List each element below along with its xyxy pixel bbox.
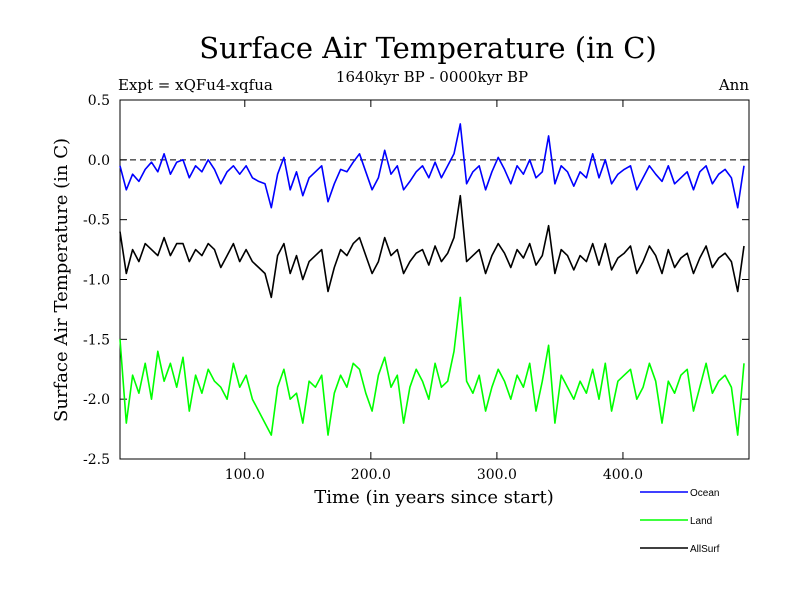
x-tick-label: 300.0 [477, 467, 517, 483]
y-tick-label: -2.0 [83, 392, 110, 408]
chart-title: Surface Air Temperature (in C) [199, 31, 657, 65]
series-line-land [119, 296, 745, 436]
legend-label-land: Land [690, 516, 712, 527]
x-tick-label: 200.0 [351, 467, 391, 483]
series-line-allsurf [119, 194, 745, 299]
y-tick-label: -2.5 [83, 452, 110, 468]
series-lines [119, 123, 745, 436]
experiment-label: Expt = xQFu4-xqfua [118, 76, 273, 94]
y-axis-label: Surface Air Temperature (in C) [51, 138, 72, 422]
x-tick-label: 100.0 [225, 467, 265, 483]
y-tick-label: 0.0 [88, 153, 110, 169]
period-label: 1640kyr BP - 0000kyr BP [336, 68, 528, 86]
x-axis-label: Time (in years since start) [314, 487, 554, 508]
series-line-ocean [119, 123, 745, 209]
x-axis: 100.0 200.0 300.0 400.0 [225, 100, 643, 483]
legend-label-allsurf: AllSurf [690, 544, 720, 555]
legend-label-ocean: Ocean [690, 488, 719, 499]
y-tick-label: -1.0 [83, 273, 110, 289]
y-tick-label: 0.5 [88, 93, 110, 109]
plot-frame [119, 99, 750, 460]
season-label: Ann [718, 76, 749, 94]
y-tick-label: -0.5 [83, 213, 110, 229]
legend: Ocean Land AllSurf [640, 488, 720, 555]
y-axis: 0.5 0.0 -0.5 -1.0 -1.5 -2.0 -2.5 [83, 93, 749, 468]
x-tick-label: 400.0 [603, 467, 643, 483]
y-tick-label: -1.5 [83, 332, 110, 348]
